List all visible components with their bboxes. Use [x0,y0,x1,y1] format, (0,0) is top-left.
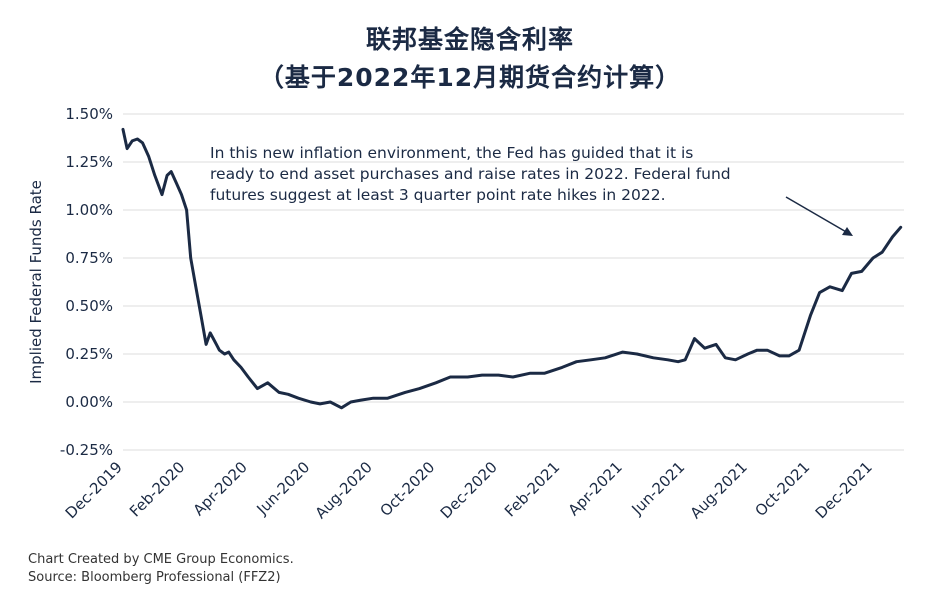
y-tick-label: 1.25% [65,153,113,171]
x-tick-label: Jun-2021 [627,458,688,519]
arrow-head-icon [842,227,853,236]
y-tick-label: 1.00% [65,201,113,219]
annotation-text: futures suggest at least 3 quarter point… [210,186,666,204]
x-tick-label: Aug-2020 [312,458,376,522]
x-tick-label: Oct-2021 [751,458,813,520]
y-tick-label: -0.25% [60,441,113,459]
y-tick-label: 0.75% [65,249,113,267]
series-line [121,127,903,410]
x-tick-label: Feb-2020 [126,458,188,520]
chart-title-line2: （基于2022年12月期货合约计算） [258,63,682,92]
x-tick-label: Dec-2019 [62,458,126,522]
chart-title-line1: 联邦基金隐含利率 [365,25,574,54]
x-tick-label: Feb-2021 [501,458,563,520]
y-tick-label: 0.50% [65,297,113,315]
y-tick-label: 0.00% [65,393,113,411]
x-tick-label: Dec-2021 [812,458,876,522]
x-tick-label: Dec-2020 [437,458,501,522]
annotation-arrow [785,196,849,234]
y-tick-label: 1.50% [65,105,113,123]
y-tick-label: 0.25% [65,345,113,363]
y-axis-label: Implied Federal Funds Rate [27,180,45,384]
chart-credit: Chart Created by CME Group Economics. [28,552,294,567]
annotation-text: In this new inflation environment, the F… [210,144,693,162]
annotation-text: ready to end asset purchases and raise r… [210,165,731,183]
x-tick-label: Apr-2020 [190,458,251,519]
x-tick-label: Aug-2021 [687,458,751,522]
x-tick-label: Jun-2020 [252,458,313,519]
x-tick-label: Oct-2020 [376,458,438,520]
chart-source: Source: Bloomberg Professional (FFZ2) [28,570,281,585]
x-tick-label: Apr-2021 [565,458,626,519]
